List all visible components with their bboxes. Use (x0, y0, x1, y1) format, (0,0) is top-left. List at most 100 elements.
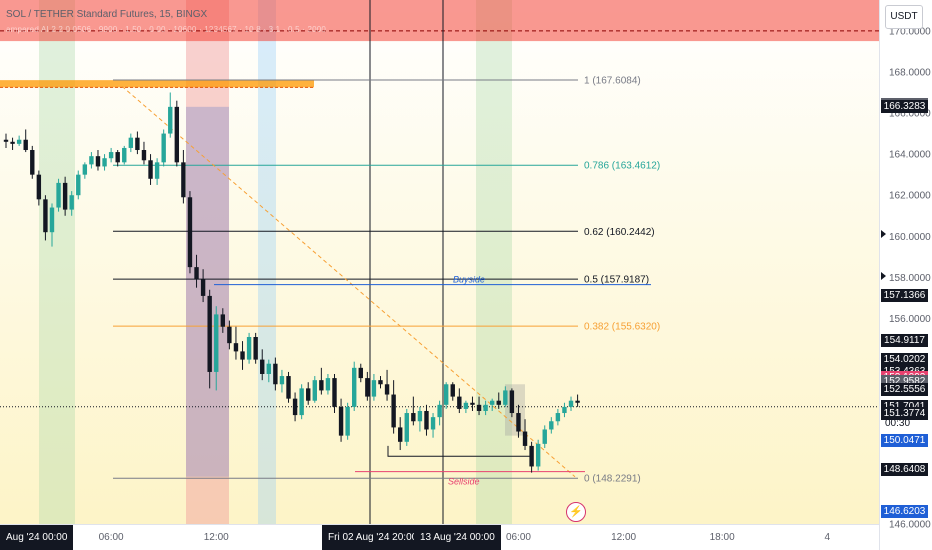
price-label-13: 146.6203 (881, 504, 928, 518)
candle-body-60 (398, 427, 403, 442)
buyside-label: Buyside (453, 275, 485, 285)
plot-background (0, 0, 879, 524)
candle-body-82 (542, 429, 547, 444)
candle-body-52 (345, 406, 350, 436)
candle-body-87 (575, 400, 580, 403)
candle-body-59 (391, 394, 396, 428)
currency-selector[interactable]: USDT (885, 5, 923, 29)
candle-body-47 (312, 380, 317, 401)
y-tick-0: 170.0000 (889, 26, 931, 37)
lightning-icon[interactable]: ⚡ (566, 502, 586, 522)
candle-body-9 (62, 182, 68, 210)
candle-body-54 (358, 367, 363, 379)
candle-body-64 (424, 410, 429, 430)
candle-body-56 (371, 380, 377, 397)
y-tick-3: 164.0000 (889, 150, 931, 161)
x-tick-5: 4 (824, 532, 831, 543)
candle-countdown: 00:30 (885, 418, 911, 429)
candle-body-25 (168, 106, 173, 134)
y-tick-5: 160.0000 (889, 232, 931, 243)
candle-body-4 (30, 150, 35, 175)
indicator-legend: ampered AI 2.2.0.0506 · 9900 · 1.50 · 0.… (6, 25, 327, 34)
candle-body-22 (148, 160, 153, 179)
x-highlight-label-2: 13 Aug '24 00:00 (414, 525, 501, 550)
consolidation-box (505, 384, 525, 436)
session-band-2 (258, 0, 276, 524)
candle-body-51 (338, 406, 344, 436)
y-tick-7: 156.0000 (889, 314, 931, 325)
candle-body-14 (95, 156, 101, 167)
candle-body-84 (555, 413, 561, 422)
candle-body-80 (529, 445, 534, 467)
x-tick-4: 18:00 (709, 532, 735, 543)
drop-zone-box (186, 106, 229, 477)
candle-body-36 (240, 351, 245, 360)
supply-zone (0, 0, 879, 42)
price-label-3: 154.9117 (881, 334, 928, 348)
candle-body-17 (115, 152, 120, 163)
orange-zone (0, 80, 314, 88)
price-label-11: 150.0471 (881, 434, 928, 448)
scroll-right-arrow-icon-2[interactable] (881, 272, 886, 280)
x-highlight-label-0: Aug '24 00:00 (0, 525, 74, 550)
candle-body-81 (535, 443, 541, 467)
fib-label-2: 0.62 (160.2442) (584, 227, 655, 238)
candle-body-70 (463, 402, 469, 409)
candle-body-6 (43, 199, 48, 233)
candle-body-42 (279, 376, 285, 385)
price-label-8: 152.5556 (881, 382, 928, 396)
candle-body-28 (187, 197, 193, 268)
candle-body-33 (220, 314, 226, 327)
candle-body-85 (562, 406, 567, 414)
candle-body-63 (417, 410, 423, 422)
candle-body-3 (23, 139, 28, 151)
candle-body-75 (496, 400, 501, 405)
candle-body-66 (437, 404, 442, 418)
candle-body-34 (227, 326, 232, 344)
price-label-12: 148.6408 (881, 463, 928, 477)
x-tick-2: 06:00 (505, 532, 531, 543)
candle-body-0 (3, 139, 9, 142)
candle-body-10 (69, 195, 74, 210)
price-label-2: 157.1366 (881, 288, 928, 302)
x-tick-0: 06:00 (98, 532, 124, 543)
candle-body-48 (319, 380, 324, 391)
candle-body-55 (365, 378, 370, 397)
candle-body-83 (549, 421, 554, 430)
candle-body-46 (306, 388, 311, 401)
candle-body-5 (36, 174, 42, 200)
candle-body-19 (128, 137, 134, 148)
candle-body-15 (102, 158, 107, 167)
candle-body-62 (411, 413, 416, 422)
y-tick-1: 168.0000 (889, 67, 931, 78)
candle-body-65 (430, 417, 436, 430)
fib-label-3: 0.5 (157.9187) (584, 275, 649, 286)
candle-body-41 (273, 363, 278, 385)
candle-body-44 (292, 398, 298, 416)
x-tick-3: 12:00 (611, 532, 637, 543)
candle-body-49 (325, 378, 331, 391)
sellside-label: Sellside (448, 477, 480, 487)
candle-body-79 (522, 431, 528, 446)
candle-body-77 (509, 390, 515, 414)
candle-body-69 (457, 396, 462, 409)
fib-label-0: 1 (167.6084) (584, 75, 641, 86)
y-tick-4: 162.0000 (889, 191, 931, 202)
x-tick-1: 12:00 (203, 532, 229, 543)
fib-label-1: 0.786 (163.4612) (584, 161, 660, 172)
candle-body-24 (161, 133, 166, 163)
scroll-right-arrow-icon[interactable] (881, 230, 886, 238)
candle-body-1 (10, 141, 15, 144)
candle-body-50 (332, 378, 337, 407)
candle-body-8 (56, 182, 61, 208)
fib-label-5: 0 (148.2291) (584, 474, 641, 485)
y-tick-8: 146.0000 (889, 520, 931, 531)
candle-body-12 (82, 164, 88, 175)
candle-body-61 (404, 413, 409, 442)
candle-body-78 (516, 413, 521, 432)
candle-body-43 (286, 376, 291, 399)
candle-body-68 (450, 384, 455, 397)
price-label-4: 154.0202 (881, 352, 928, 366)
